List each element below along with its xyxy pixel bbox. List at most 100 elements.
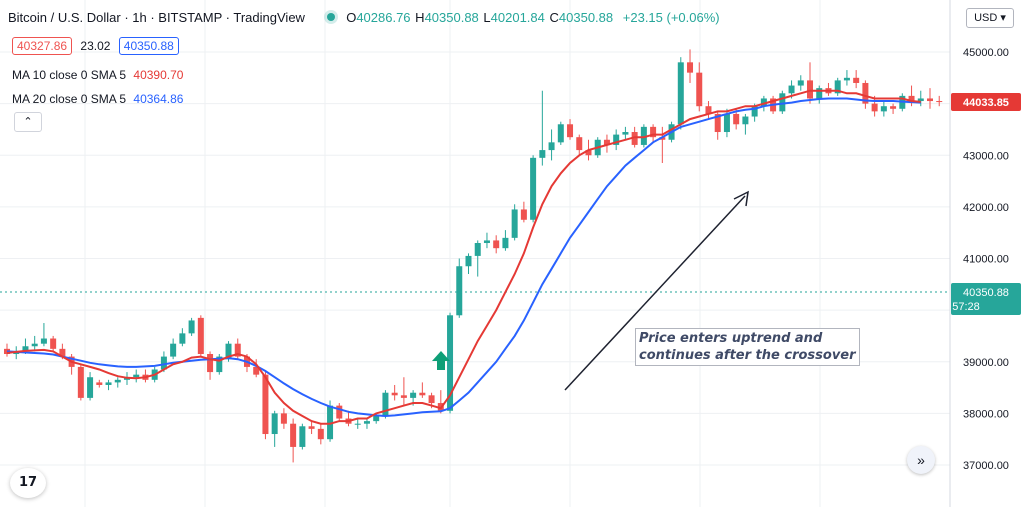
currency-selector[interactable]: USD ▾ xyxy=(966,8,1014,28)
scroll-to-realtime-button[interactable]: » xyxy=(907,446,935,474)
y-tick-label: 41000.00 xyxy=(963,254,1009,266)
ma20-line xyxy=(6,97,921,418)
candle xyxy=(650,124,657,143)
candle xyxy=(779,90,786,114)
candle-body xyxy=(908,95,915,102)
candle xyxy=(456,258,463,318)
candle xyxy=(816,85,823,104)
candle xyxy=(179,328,186,347)
chevron-up-icon: ⌃ xyxy=(23,116,33,128)
candle-body xyxy=(317,428,324,440)
ma20-legend[interactable]: MA 20 close 0 SMA 5 40364.86 xyxy=(12,92,183,106)
candle xyxy=(890,103,897,114)
annotation-note: Price enters uptrend and continues after… xyxy=(635,328,860,366)
annotation-line-2: continues after the crossover xyxy=(639,348,856,363)
candle xyxy=(299,423,306,450)
candle-body xyxy=(853,77,860,83)
candle-body xyxy=(400,395,407,398)
candle-body xyxy=(880,106,887,112)
last-price-tag: 40350.88 57:28 xyxy=(951,283,1021,315)
candle-body xyxy=(687,62,694,73)
candle xyxy=(87,372,94,401)
candle-body xyxy=(557,124,564,143)
candle-body xyxy=(807,80,814,99)
candle xyxy=(336,403,343,422)
candle xyxy=(502,230,509,251)
candle-body xyxy=(917,98,924,102)
ohlc-high-label: H xyxy=(415,10,425,25)
ohlc-readout: O40286.76 H40350.88 L40201.84 C40350.88 … xyxy=(346,10,719,25)
collapse-legend-button[interactable]: ⌃ xyxy=(14,112,42,132)
candle-body xyxy=(207,354,214,373)
sell-price-button[interactable]: 40327.86 xyxy=(12,37,73,55)
candle xyxy=(133,369,140,383)
ohlc-close-value: 40350.88 xyxy=(558,10,614,25)
candle-body xyxy=(567,124,574,138)
candle-body xyxy=(410,392,417,398)
candle-body xyxy=(373,415,380,422)
candle-body xyxy=(714,113,721,133)
candle-body xyxy=(548,142,555,151)
candle-body xyxy=(816,88,823,99)
candle xyxy=(843,70,850,86)
candle xyxy=(705,101,712,120)
candle-body xyxy=(659,137,666,140)
candle xyxy=(696,62,703,112)
tradingview-logo-icon: 17 xyxy=(18,475,38,490)
candle-body xyxy=(539,150,546,158)
candle xyxy=(363,418,370,429)
candle-body xyxy=(59,348,66,357)
candle xyxy=(216,354,223,375)
candle-body xyxy=(179,333,186,344)
candle xyxy=(483,232,490,249)
candle xyxy=(853,70,860,89)
candle-body xyxy=(253,366,260,375)
trend-arrow-icon xyxy=(564,190,749,391)
candle-body xyxy=(927,98,933,102)
candle-body xyxy=(22,346,29,352)
ma20-legend-value: 40364.86 xyxy=(133,92,184,106)
candle-body xyxy=(105,382,112,385)
candle xyxy=(834,77,841,96)
candle xyxy=(936,95,943,107)
candle-body xyxy=(225,343,232,360)
candle xyxy=(576,134,583,156)
ma-price-tag: 44033.85 xyxy=(951,93,1021,111)
candle xyxy=(807,62,814,104)
ma10-legend-value: 40390.70 xyxy=(133,68,184,82)
candle xyxy=(530,155,537,223)
candle xyxy=(880,101,887,117)
ma10-legend-label: MA 10 close 0 SMA 5 xyxy=(12,68,127,82)
candle-body xyxy=(742,116,749,125)
candle-body xyxy=(133,374,140,378)
candle-body xyxy=(447,315,454,411)
candle xyxy=(114,377,121,388)
symbol-title[interactable]: Bitcoin / U.S. Dollar · 1h · BITSTAMP · … xyxy=(8,10,305,25)
y-tick-label: 38000.00 xyxy=(963,408,1009,420)
buy-signal-arrow-icon xyxy=(432,351,450,370)
header-title-row: Bitcoin / U.S. Dollar · 1h · BITSTAMP · … xyxy=(8,10,720,25)
candle-body xyxy=(788,85,795,94)
candle-body xyxy=(483,240,490,244)
y-tick-label: 42000.00 xyxy=(963,202,1009,214)
buy-price-button[interactable]: 40350.88 xyxy=(118,37,179,55)
candle xyxy=(170,338,177,360)
candle xyxy=(40,323,47,347)
candle-body xyxy=(40,338,47,344)
candle-body xyxy=(474,243,481,256)
tradingview-logo[interactable]: 17 xyxy=(10,468,46,498)
ohlc-high-value: 40350.88 xyxy=(424,10,479,25)
candle-body xyxy=(576,137,583,151)
ma10-legend[interactable]: MA 10 close 0 SMA 5 40390.70 xyxy=(12,68,183,82)
candle xyxy=(613,129,620,151)
ohlc-change: +23.15 (+0.06%) xyxy=(622,10,720,25)
candle-body xyxy=(308,426,315,429)
candle xyxy=(197,315,204,357)
candle-body xyxy=(511,209,518,238)
candle-body xyxy=(862,82,869,104)
candle xyxy=(677,57,684,130)
candle-body xyxy=(160,356,167,370)
candle-body xyxy=(733,113,740,125)
candle-body xyxy=(622,132,629,135)
